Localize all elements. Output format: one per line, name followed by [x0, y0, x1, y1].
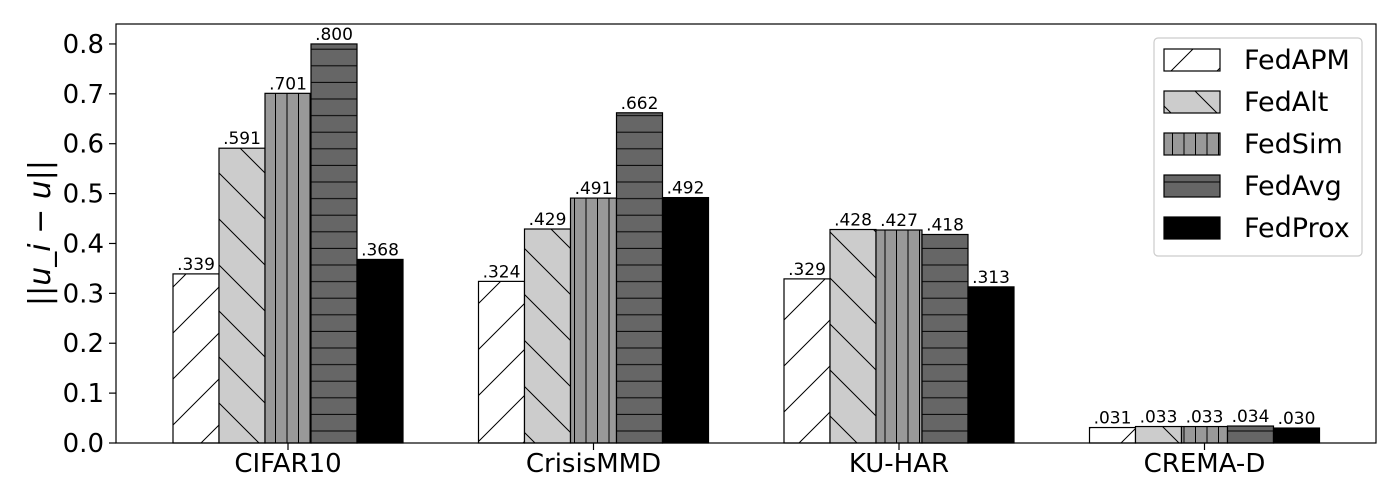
legend-label-fedprox: FedProx: [1244, 213, 1350, 244]
bar-fedavg-crema-d: [1226, 425, 1275, 444]
bar-fedalt-crema-d: [1134, 425, 1183, 444]
plot-area: 0.0 0.1 0.2 0.3 0.4 0.5 0.6 0.7 0.8 .339 .591 .701.…: [63, 25, 1321, 479]
bar-fedavg-cifar10: [310, 43, 358, 444]
bar-fedsim-cifar10: [264, 92, 312, 444]
data-label: .033: [1140, 408, 1178, 428]
bar-fedapm-crema-d: [1088, 426, 1137, 444]
y-tick-label: 0.7: [63, 80, 104, 110]
bar-fedapm-ku-har: [783, 278, 831, 444]
bar-fedalt-ku-har: [829, 228, 877, 444]
legend-swatch-fedalt: [1163, 90, 1221, 114]
x-tick-label: CREMA-D: [1144, 449, 1266, 479]
data-label: .701: [269, 74, 307, 94]
legend: FedAPM FedAlt FedSim FedAvg FedProx: [1153, 37, 1363, 257]
data-label: .339: [177, 255, 215, 275]
bar-fedalt-crisismmd: [523, 228, 572, 444]
x-tick-label: CrisisMMD: [526, 449, 661, 479]
bar-fedprox-crisismmd: [661, 196, 710, 444]
bar-fedprox-ku-har: [967, 286, 1015, 444]
data-label: .324: [483, 262, 521, 282]
data-label: .030: [1278, 409, 1316, 429]
bar-fedprox-cifar10: [356, 258, 404, 444]
data-label: .418: [926, 215, 964, 235]
bar-fedalt-cifar10: [218, 147, 266, 444]
y-tick-label: 0.1: [63, 379, 104, 409]
legend-swatch-fedsim: [1163, 132, 1221, 156]
data-label: .368: [361, 240, 399, 260]
data-label: .491: [575, 179, 613, 199]
data-label: .031: [1094, 409, 1132, 429]
y-tick-label: 0.5: [63, 180, 104, 210]
bar-fedsim-ku-har: [875, 229, 923, 444]
axes-frame: [115, 23, 1377, 444]
data-label: .429: [529, 210, 567, 230]
data-label: .492: [667, 179, 705, 199]
y-tick-label: 0.4: [63, 229, 104, 259]
data-label: .800: [315, 25, 353, 45]
data-label: .033: [1186, 408, 1224, 428]
bar-fedavg-ku-har: [921, 233, 969, 444]
data-label: .428: [834, 211, 872, 231]
legend-label-fedapm: FedAPM: [1244, 45, 1350, 76]
legend-swatch-fedprox: [1163, 216, 1221, 240]
legend-swatch-fedapm: [1163, 48, 1221, 72]
bar-fedsim-crema-d: [1180, 425, 1229, 444]
legend-label-fedavg: FedAvg: [1244, 171, 1342, 202]
legend-swatch-fedavg: [1163, 174, 1221, 198]
data-label: .591: [223, 129, 261, 149]
data-label: .313: [972, 268, 1010, 288]
y-axis-label: ||u_i − u||: [23, 160, 58, 306]
y-tick-label: 0.0: [63, 429, 104, 459]
legend-label-fedsim: FedSim: [1244, 129, 1343, 160]
bar-fedapm-cifar10: [172, 273, 220, 444]
y-tick-label: 0.6: [63, 130, 104, 160]
data-label: .034: [1232, 407, 1270, 427]
data-label: .662: [621, 94, 659, 114]
y-tick-label: 0.8: [63, 30, 104, 60]
data-label: .329: [788, 260, 826, 280]
legend-label-fedalt: FedAlt: [1244, 87, 1328, 118]
x-tick-label: KU-HAR: [849, 449, 949, 479]
data-label: .427: [880, 211, 918, 231]
bar-fedprox-crema-d: [1272, 427, 1321, 444]
x-tick-label: CIFAR10: [234, 449, 341, 479]
bar-fedapm-crisismmd: [477, 280, 526, 444]
bar-fedavg-crisismmd: [615, 112, 664, 444]
bar-fedsim-crisismmd: [569, 197, 618, 444]
y-tick-label: 0.2: [63, 329, 104, 359]
y-tick-label: 0.3: [63, 279, 104, 309]
